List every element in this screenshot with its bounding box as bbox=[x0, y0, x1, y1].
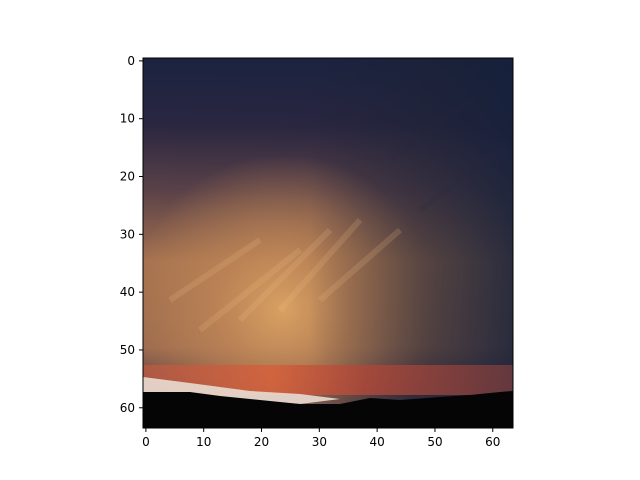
x-tick-label: 30 bbox=[312, 435, 327, 449]
x-tick-label: 40 bbox=[370, 435, 385, 449]
y-tick-label: 60 bbox=[120, 401, 135, 415]
photo-image bbox=[143, 58, 513, 428]
y-tick-label: 10 bbox=[120, 112, 135, 126]
y-tick-label: 50 bbox=[120, 343, 135, 357]
axes-frame bbox=[142, 57, 514, 429]
x-tick-label: 60 bbox=[485, 435, 500, 449]
x-tick-label: 10 bbox=[196, 435, 211, 449]
y-tick-label: 0 bbox=[127, 54, 135, 68]
x-tick-label: 0 bbox=[142, 435, 150, 449]
x-tick-label: 50 bbox=[427, 435, 442, 449]
y-tick-label: 20 bbox=[120, 170, 135, 184]
y-tick-label: 30 bbox=[120, 227, 135, 241]
y-tick-label: 40 bbox=[120, 285, 135, 299]
x-axis-ticks: 0 10 20 30 40 50 60 bbox=[142, 428, 500, 449]
x-tick-label: 20 bbox=[254, 435, 269, 449]
y-axis-ticks: 0 10 20 30 40 50 60 bbox=[120, 54, 143, 415]
